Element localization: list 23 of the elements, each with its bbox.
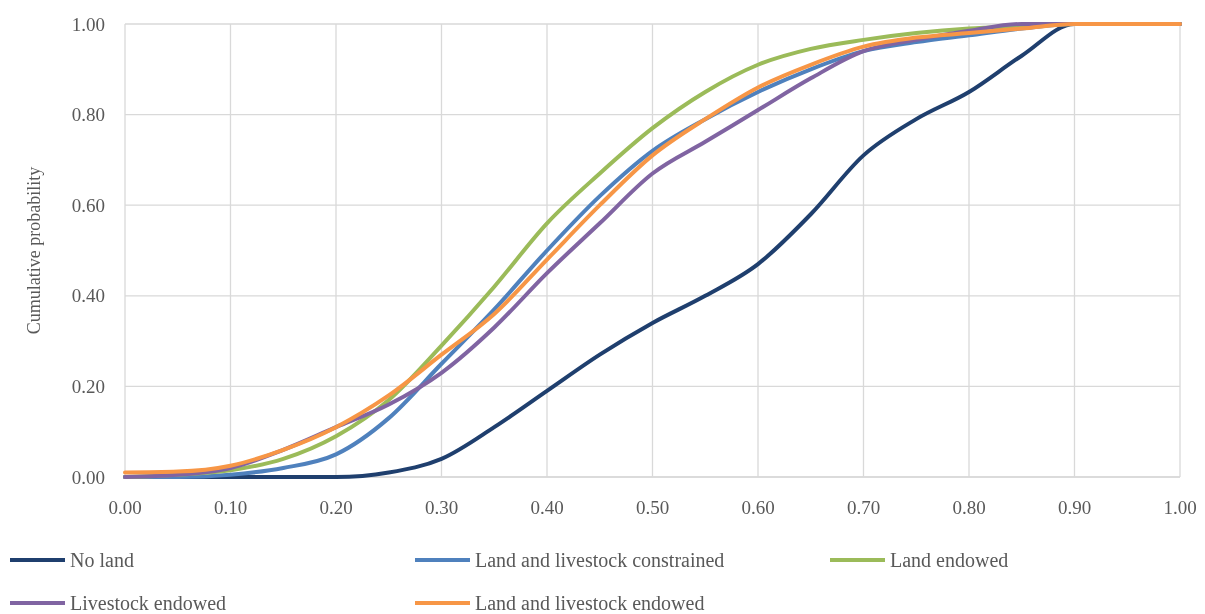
legend-label: Land and livestock constrained <box>475 549 725 571</box>
y-tick-label: 0.80 <box>71 104 105 126</box>
x-tick-label: 0.30 <box>424 497 459 518</box>
x-tick-label: 0.40 <box>530 497 564 518</box>
x-tick-label: 0.70 <box>846 497 881 518</box>
x-tick-label: 0.00 <box>108 497 142 518</box>
legend-label: No land <box>70 549 134 571</box>
x-tick-label: 0.10 <box>213 497 248 518</box>
legend-label: Land and livestock endowed <box>475 592 705 614</box>
x-tick-label: 0.50 <box>635 497 670 518</box>
x-tick-label: 1.00 <box>1163 497 1197 518</box>
y-tick-label: 1.00 <box>71 13 105 35</box>
legend-label: Livestock endowed <box>70 592 227 614</box>
y-tick-label: 0.60 <box>71 194 105 216</box>
y-tick-label: 0.20 <box>71 376 105 398</box>
x-tick-label: 0.80 <box>952 497 986 518</box>
y-axis-title: Cumulative probability <box>24 166 44 335</box>
legend-label: Land endowed <box>890 549 1009 571</box>
x-tick-label: 0.20 <box>319 497 353 518</box>
x-tick-label: 0.90 <box>1057 497 1092 518</box>
y-tick-label: 0.00 <box>71 466 105 488</box>
y-tick-label: 0.40 <box>71 285 105 307</box>
x-tick-label: 0.60 <box>741 497 775 518</box>
